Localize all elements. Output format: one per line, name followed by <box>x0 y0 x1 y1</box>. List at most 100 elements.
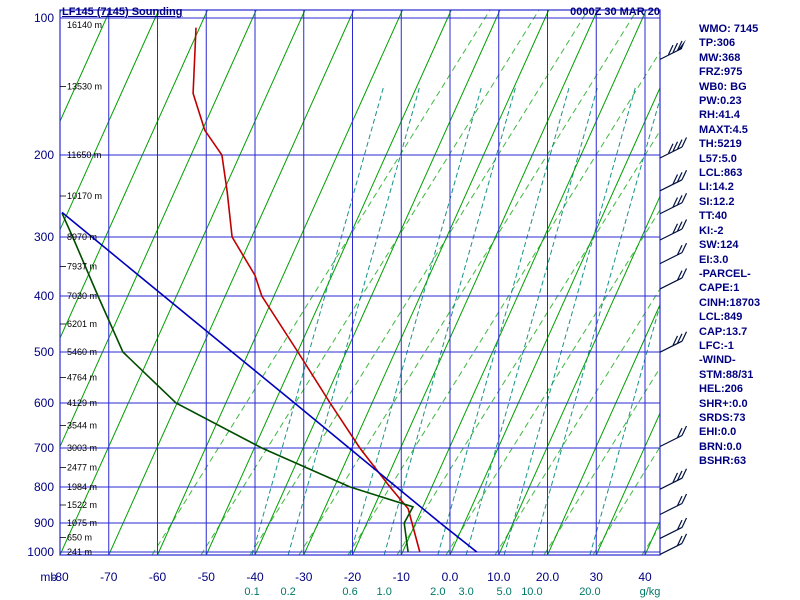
stat-line: L57:5.0 <box>699 152 737 165</box>
stat-line: MAXT:4.5 <box>699 123 748 136</box>
temperature-tick-label: -10 <box>393 570 411 584</box>
pressure-tick-label: 700 <box>34 441 54 455</box>
height-label: 1522 m <box>67 500 97 510</box>
pressure-tick-label: 900 <box>34 516 54 530</box>
wind-barb-icon <box>659 242 688 265</box>
temperature-tick-label: -40 <box>246 570 264 584</box>
wind-barb-icon <box>659 219 688 241</box>
height-label: 6201 m <box>67 319 97 329</box>
height-label: 2477 m <box>67 463 97 473</box>
height-label: 11650 m <box>67 150 101 160</box>
height-label: 13530 m <box>67 82 102 92</box>
stat-line: EHI:0.0 <box>699 426 737 439</box>
pressure-tick-label: 400 <box>34 289 54 303</box>
stat-line: LCL:849 <box>699 311 743 324</box>
skew-background-lines <box>60 10 660 555</box>
datetime-label: 0000Z 30 MAR 20 <box>570 6 660 18</box>
height-label: 650 m <box>67 533 92 543</box>
stat-line: PW:0.23 <box>699 95 742 108</box>
height-label: 10170 m <box>67 191 102 201</box>
pressure-tick-label: 500 <box>34 345 54 359</box>
stat-line: CAP:13.7 <box>699 325 748 338</box>
temperature-tick-label: -80 <box>51 570 69 584</box>
stat-line: STM:88/31 <box>699 368 754 381</box>
stat-line: SRDS:73 <box>699 411 746 424</box>
stat-line: MW:368 <box>699 51 741 64</box>
mixing-ratio-tick-label: 5.0 <box>496 586 511 598</box>
height-label: 7937 m <box>67 262 97 272</box>
pressure-tick-label: 300 <box>34 230 54 244</box>
mixing-ratio-tick-label: 3.0 <box>458 586 473 598</box>
height-label: 3544 m <box>67 421 97 431</box>
temperature-tick-label: 40 <box>638 570 652 584</box>
height-label: 1984 m <box>67 482 97 492</box>
stat-line: TP:306 <box>699 37 736 50</box>
temperature-tick-label: 20.0 <box>536 570 560 584</box>
mixing-ratio-tick-label: 20.0 <box>579 586 600 598</box>
wind-barb-icon <box>659 170 688 192</box>
stat-line: CAPE:1 <box>699 282 740 295</box>
height-label: 5460 m <box>67 347 97 357</box>
pressure-tick-label: 600 <box>34 396 54 410</box>
mixing-ratio-unit-label: g/kg <box>640 586 661 598</box>
mixing-ratio-tick-label: 10.0 <box>521 586 542 598</box>
wind-barb-icon <box>659 39 686 60</box>
pressure-tick-label: 200 <box>34 148 54 162</box>
height-label: 7030 m <box>67 291 97 301</box>
sounding-traces <box>61 27 478 553</box>
temperature-tick-label: -50 <box>198 570 216 584</box>
temperature-tick-label: -70 <box>100 570 118 584</box>
height-label: 4129 m <box>67 398 97 408</box>
height-label: 3003 m <box>67 443 97 453</box>
stat-line: EI:3.0 <box>699 253 729 266</box>
wind-barb-icon <box>659 331 688 353</box>
stat-line: BSHR:63 <box>699 455 747 468</box>
temperature-tick-label: 10.0 <box>487 570 511 584</box>
parcel-trace <box>61 211 478 553</box>
temperature-tick-label: 0.0 <box>442 570 459 584</box>
wind-barb-icon <box>659 493 688 516</box>
mixing-ratio-tick-label: 1.0 <box>377 586 392 598</box>
mixing-ratio-tick-label: 2.0 <box>430 586 445 598</box>
mixing-ratio-tick-label: 0.6 <box>342 586 357 598</box>
wind-barb-icon <box>659 137 688 159</box>
pressure-tick-label: 800 <box>34 480 54 494</box>
stat-line: LI:14.2 <box>699 181 734 194</box>
pressure-temperature-grid <box>59 9 661 556</box>
stat-line: SHR+:0.0 <box>699 397 748 410</box>
wind-barb-icon <box>659 193 688 215</box>
temperature-tick-label: -60 <box>149 570 167 584</box>
wind-barbs <box>659 39 688 555</box>
height-label: 16140 m <box>67 20 102 30</box>
wind-barb-icon <box>659 425 688 448</box>
stat-line: WMO: 7145 <box>699 23 759 35</box>
stats-panel: WMO: 7145 TP:306 MW:368 FRZ:975 WB0: BG PW:0.… <box>699 22 760 469</box>
pressure-unit-label: mb <box>40 570 57 584</box>
stat-line: SW:124 <box>699 239 739 252</box>
stat-line: KI:-2 <box>699 224 724 237</box>
temperature-tick-label: 30 <box>590 570 604 584</box>
height-label: 4764 m <box>67 373 97 383</box>
page-title: LF145 (7145) Sounding <box>62 6 183 18</box>
pressure-tick-label: 100 <box>34 11 54 25</box>
stat-line: TH:5219 <box>699 138 742 151</box>
mixing-ratio-tick-label: 0.1 <box>244 586 259 598</box>
height-label: 1075 m <box>67 518 97 528</box>
mixing-ratio-tick-label: 0.2 <box>281 586 296 598</box>
stat-line: WB0: BG <box>699 80 747 93</box>
temperature-trace <box>192 27 421 553</box>
dewpoint-trace <box>61 212 415 553</box>
stat-line: LCL:863 <box>699 167 743 180</box>
pressure-tick-label: 1000 <box>27 545 54 559</box>
stat-line: LFC:-1 <box>699 339 734 352</box>
stat-line: FRZ:975 <box>699 66 743 79</box>
stat-line: -WIND- <box>699 354 736 367</box>
temperature-tick-label: -30 <box>295 570 313 584</box>
stat-line: TT:40 <box>699 210 728 223</box>
stat-line: CINH:18703 <box>699 296 761 309</box>
temperature-tick-label: -20 <box>344 570 362 584</box>
stat-line: BRN:0.0 <box>699 440 742 453</box>
axis-labels: 100 200 300 400 500 600 700 800 900 1000 16140 m 13… <box>27 11 660 598</box>
